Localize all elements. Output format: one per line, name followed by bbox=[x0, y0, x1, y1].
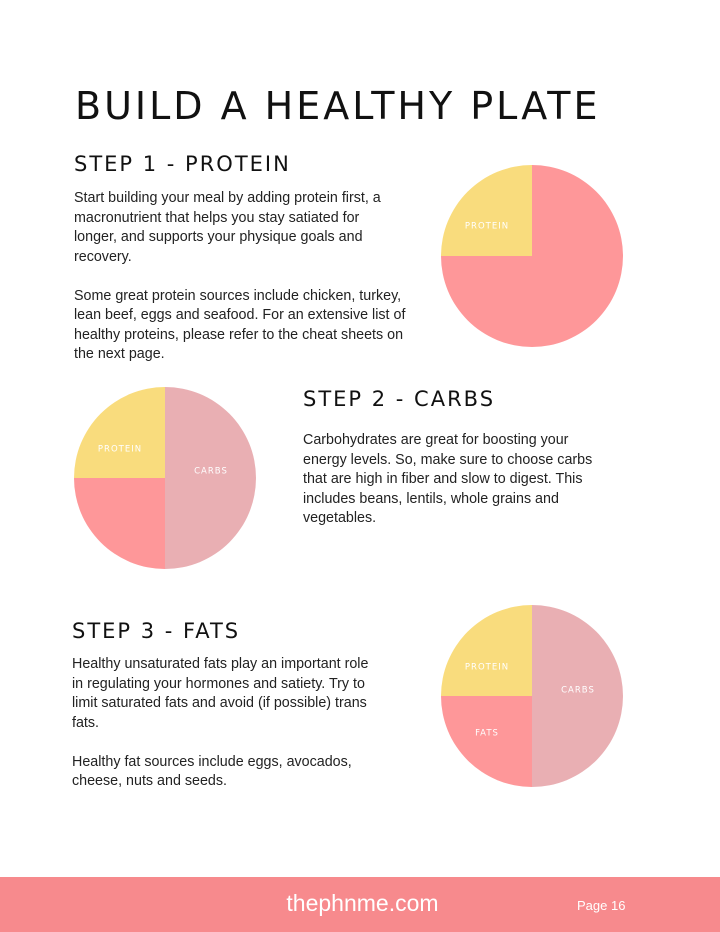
text-line: that are high in fiber and slow to diges… bbox=[303, 471, 583, 487]
text-line: Start building your meal by adding prote… bbox=[74, 190, 381, 206]
text-line: includes beans, lentils, whole grains an… bbox=[303, 490, 559, 507]
plate: PROTEIN bbox=[441, 165, 623, 347]
plate-segment bbox=[532, 605, 623, 787]
text-line: Some great protein sources include chick… bbox=[74, 287, 402, 304]
plate-label: PROTEIN bbox=[465, 222, 509, 232]
step-heading: STEP 3 - FATS bbox=[72, 619, 241, 643]
text-line: Carbohydrates are great for boosting you… bbox=[303, 432, 569, 448]
plate-segment bbox=[441, 605, 532, 696]
text-line: energy levels. So, make sure to choose c… bbox=[303, 451, 593, 468]
plate-label: CARBS bbox=[194, 467, 228, 477]
text-line: in regulating your hormones and satiety.… bbox=[72, 675, 365, 692]
text-line: fats. bbox=[72, 714, 100, 731]
plate-label: PROTEIN bbox=[98, 445, 142, 455]
text-line: healthy proteins, please refer to the ch… bbox=[74, 326, 404, 343]
plate-label: FATS bbox=[475, 729, 499, 739]
plate-segment bbox=[441, 165, 532, 256]
text-line: macronutrient that helps you stay satiat… bbox=[74, 209, 360, 226]
plate-label: CARBS bbox=[561, 686, 595, 696]
footer: thephnme.com Page 16 bbox=[0, 877, 720, 932]
text-line: lean beef, eggs and seafood. For an exte… bbox=[74, 307, 406, 323]
plates: PROTEIN PROTEIN CARBS PROTEIN CARBS FATS bbox=[74, 165, 623, 787]
text-line: longer, and supports your physique goals… bbox=[74, 229, 363, 245]
step-heading: STEP 2 - CARBS bbox=[303, 387, 496, 411]
plate: PROTEIN CARBS bbox=[74, 387, 256, 569]
text-line: vegetables. bbox=[303, 510, 377, 526]
page-number: Page 16 bbox=[577, 898, 626, 913]
plate-segment bbox=[74, 387, 165, 478]
plate-segment bbox=[165, 387, 256, 569]
text-line: limit saturated fats and avoid (if possi… bbox=[72, 695, 367, 711]
step-heading: STEP 1 - PROTEIN bbox=[74, 152, 291, 176]
text-line: Healthy fat sources include eggs, avocad… bbox=[72, 753, 352, 770]
plate-segment bbox=[441, 696, 532, 787]
text-line: the next page. bbox=[74, 346, 165, 362]
page-title: BUILD A HEALTHY PLATE bbox=[75, 84, 601, 128]
plate-label: PROTEIN bbox=[465, 663, 509, 673]
text-line: cheese, nuts and seeds. bbox=[72, 773, 227, 789]
plate-segment bbox=[74, 478, 165, 569]
plate: PROTEIN CARBS FATS bbox=[441, 605, 623, 787]
text-line: Healthy unsaturated fats play an importa… bbox=[72, 656, 369, 672]
footer-site: thephnme.com bbox=[286, 890, 439, 916]
text-line: recovery. bbox=[74, 248, 132, 265]
